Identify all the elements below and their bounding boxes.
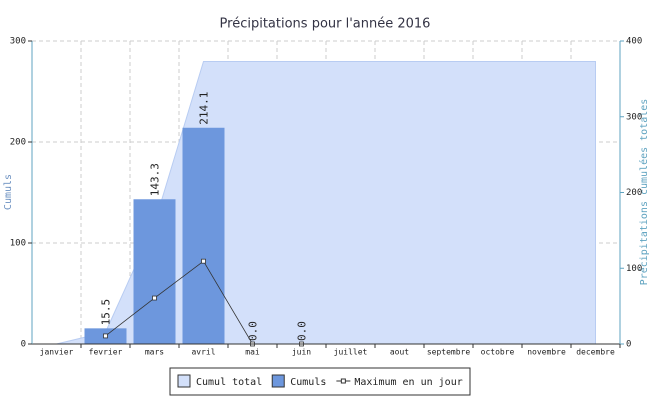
legend-swatch [340, 378, 346, 384]
x-tick-label: mars [145, 348, 164, 357]
y-tick-label: 300 [10, 37, 26, 47]
x-tick-label: juin [292, 348, 311, 357]
marker [152, 295, 157, 301]
legend-swatch [271, 374, 285, 388]
x-tick-label: janvier [40, 348, 74, 357]
y2-tick-label: 200 [626, 188, 642, 198]
value-label: 0.0 [247, 321, 260, 341]
y-tick-label: 0 [21, 340, 26, 350]
legend-label: Cumul total [196, 377, 262, 388]
value-label: 15.5 [100, 299, 113, 326]
x-tick-label: novembre [527, 348, 566, 357]
y-tick-label: 100 [10, 239, 26, 249]
y2-tick-label: 400 [626, 37, 642, 47]
value-label: 143.3 [149, 163, 162, 196]
x-tick-label: aout [390, 348, 409, 357]
x-tick-label: decembre [576, 348, 615, 357]
marker [201, 258, 206, 264]
legend-box [169, 367, 471, 396]
legend-label: Cumuls [290, 377, 326, 388]
x-tick-label: juillet [334, 348, 368, 357]
legend-swatch [177, 374, 191, 388]
x-tick-label: octobre [481, 348, 515, 357]
legend-label: Maximum en un jour [354, 377, 462, 388]
y2-tick-label: 0 [626, 340, 631, 350]
y-tick-label: 200 [10, 138, 26, 148]
value-label: 0.0 [296, 321, 309, 341]
bar [182, 127, 225, 344]
marker [103, 333, 108, 339]
y2-tick-label: 100 [626, 264, 642, 274]
x-tick-label: septembre [427, 348, 471, 357]
x-tick-label: avril [191, 348, 215, 357]
x-tick-label: fevrier [89, 348, 123, 357]
y2-axis-label: Précipitations cumulées totales [638, 99, 650, 286]
y2-tick-label: 300 [626, 112, 642, 122]
x-tick-label: mai [245, 348, 260, 357]
y-axis-label: Cumuls [3, 174, 14, 210]
chart-title: Précipitations pour l'année 2016 [220, 17, 431, 32]
bar [133, 199, 176, 344]
value-label: 214.1 [198, 92, 211, 125]
